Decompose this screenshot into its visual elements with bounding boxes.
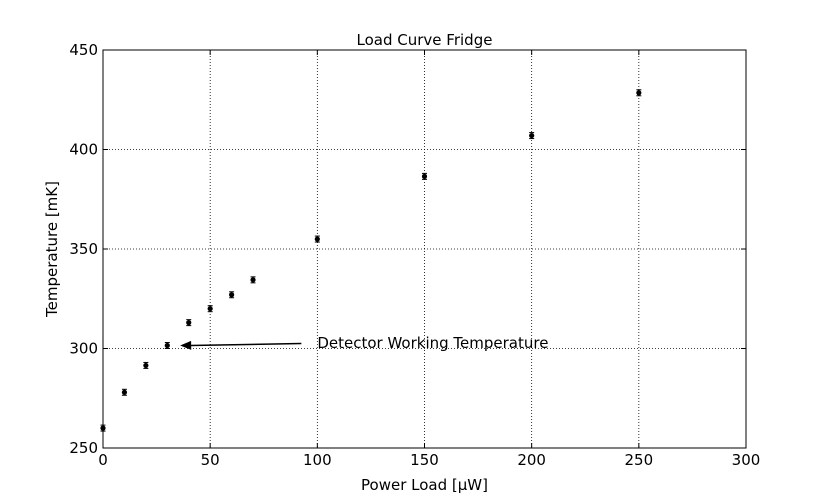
chart-title: Load Curve Fridge	[357, 31, 493, 49]
y-tick-label: 350	[69, 240, 98, 258]
x-tick-label: 0	[98, 451, 108, 469]
annotation-group: Detector Working Temperature	[180, 334, 548, 352]
data-points	[100, 89, 642, 432]
data-point	[207, 305, 213, 313]
data-point	[529, 132, 535, 140]
point-marker	[636, 90, 642, 96]
x-tick-labels: 0 50 100 150 200 250 300	[98, 451, 760, 469]
data-point	[636, 89, 642, 97]
point-marker	[143, 362, 149, 369]
data-point	[229, 291, 235, 299]
x-tick-label: 150	[410, 451, 439, 469]
grid	[103, 50, 746, 448]
annotation-arrow-head	[180, 340, 192, 350]
x-tick-label: 100	[303, 451, 332, 469]
y-tick-label: 400	[69, 141, 98, 159]
point-marker	[207, 306, 213, 312]
y-tick-label: 450	[69, 41, 98, 59]
point-marker	[121, 389, 128, 395]
y-tick-label: 250	[69, 439, 98, 457]
data-point	[250, 276, 256, 284]
data-point	[421, 172, 428, 180]
annotation-arrow	[190, 342, 302, 347]
data-point	[164, 342, 170, 349]
data-point	[143, 361, 149, 369]
data-point	[121, 388, 128, 396]
x-tick-label: 50	[201, 451, 220, 469]
point-marker	[529, 132, 535, 139]
y-axis-title: Temperature [mK]	[43, 181, 61, 318]
y-tick-label: 300	[69, 340, 98, 358]
point-marker	[421, 173, 428, 179]
y-tick-labels: 250 300 350 400 450	[69, 41, 98, 457]
point-marker	[164, 342, 170, 349]
annotation-text: Detector Working Temperature	[317, 334, 548, 352]
axis-ticks	[102, 49, 747, 449]
x-axis-title: Power Load [μW]	[361, 476, 488, 494]
data-point	[186, 319, 192, 327]
x-tick-label: 250	[625, 451, 654, 469]
data-point	[314, 235, 320, 243]
point-marker	[229, 292, 235, 298]
point-marker	[250, 277, 256, 283]
point-marker	[314, 236, 320, 242]
x-tick-label: 300	[732, 451, 761, 469]
point-marker	[186, 320, 192, 326]
x-tick-label: 200	[517, 451, 546, 469]
